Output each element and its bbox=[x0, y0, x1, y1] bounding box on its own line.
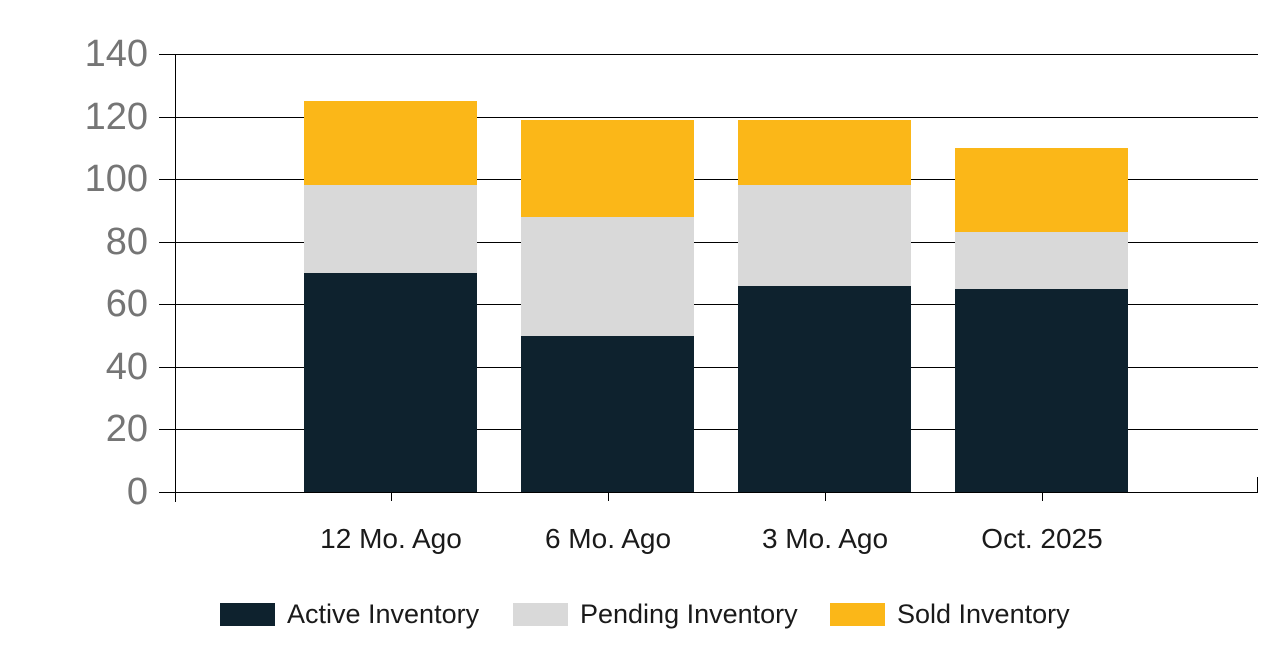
x-axis-end-tick bbox=[1257, 477, 1258, 492]
gridline-y-100 bbox=[175, 179, 1258, 180]
bar-segment-active-inventory-1 bbox=[304, 273, 477, 492]
legend-label-pending-inventory: Pending Inventory bbox=[580, 599, 798, 629]
bar-segment-sold-inventory-2 bbox=[521, 120, 694, 217]
bar-segment-sold-inventory-1 bbox=[304, 101, 477, 185]
x-category-label-3: 3 Mo. Ago bbox=[761, 523, 889, 554]
bar-segment-pending-inventory-4 bbox=[955, 232, 1128, 289]
legend-item-active-inventory: Active Inventory bbox=[220, 600, 479, 628]
x-tick-mark-1 bbox=[391, 492, 392, 501]
y-tick-label-80: 80 bbox=[105, 221, 148, 263]
bar-segment-pending-inventory-2 bbox=[521, 217, 694, 336]
bar-segment-sold-inventory-3 bbox=[738, 120, 911, 185]
bar-segment-active-inventory-3 bbox=[738, 286, 911, 492]
x-tick-mark-3 bbox=[825, 492, 826, 501]
y-tick-label-0: 0 bbox=[126, 471, 148, 513]
gridline-y-80 bbox=[175, 242, 1258, 243]
y-tick-mark-60 bbox=[159, 304, 175, 305]
y-tick-label-40: 40 bbox=[105, 346, 148, 388]
x-category-label-4: Oct. 2025 bbox=[981, 523, 1103, 554]
legend-label-active-inventory: Active Inventory bbox=[287, 599, 480, 629]
gridline-y-60 bbox=[175, 304, 1258, 305]
y-tick-label-140: 140 bbox=[84, 33, 148, 75]
bar-segment-active-inventory-4 bbox=[955, 289, 1128, 492]
y-tick-label-20: 20 bbox=[105, 408, 148, 450]
y-tick-mark-120 bbox=[159, 117, 175, 118]
y-tick-mark-20 bbox=[159, 429, 175, 430]
bar-segment-active-inventory-2 bbox=[521, 336, 694, 492]
y-tick-mark-80 bbox=[159, 242, 175, 243]
legend-swatch-pending-inventory bbox=[513, 602, 568, 626]
y-tick-mark-40 bbox=[159, 367, 175, 368]
legend-item-sold-inventory: Sold Inventory bbox=[830, 600, 1070, 628]
y-tick-mark-140 bbox=[159, 54, 175, 55]
bar-segment-pending-inventory-3 bbox=[738, 185, 911, 286]
x-tick-mark-4 bbox=[1042, 492, 1043, 501]
legend-swatch-active-inventory bbox=[220, 602, 275, 626]
gridline-y-20 bbox=[175, 429, 1258, 430]
legend-item-pending-inventory: Pending Inventory bbox=[513, 600, 798, 628]
y-tick-label-100: 100 bbox=[84, 158, 148, 200]
gridline-y-120 bbox=[175, 117, 1258, 118]
gridline-y-0 bbox=[175, 492, 1258, 493]
bar-segment-pending-inventory-1 bbox=[304, 185, 477, 273]
x-category-label-1: 12 Mo. Ago bbox=[320, 523, 462, 554]
legend-swatch-sold-inventory bbox=[830, 602, 885, 626]
bar-segment-sold-inventory-4 bbox=[955, 148, 1128, 232]
y-tick-mark-100 bbox=[159, 179, 175, 180]
y-tick-label-120: 120 bbox=[84, 96, 148, 138]
gridline-y-40 bbox=[175, 367, 1258, 368]
y-tick-label-60: 60 bbox=[105, 283, 148, 325]
x-category-label-2: 6 Mo. Ago bbox=[544, 523, 672, 554]
x-tick-mark-2 bbox=[608, 492, 609, 501]
legend-label-sold-inventory: Sold Inventory bbox=[897, 599, 1070, 629]
y-tick-mark-0 bbox=[159, 492, 175, 493]
gridline-y-140 bbox=[175, 54, 1258, 55]
y-axis-line bbox=[175, 54, 176, 502]
